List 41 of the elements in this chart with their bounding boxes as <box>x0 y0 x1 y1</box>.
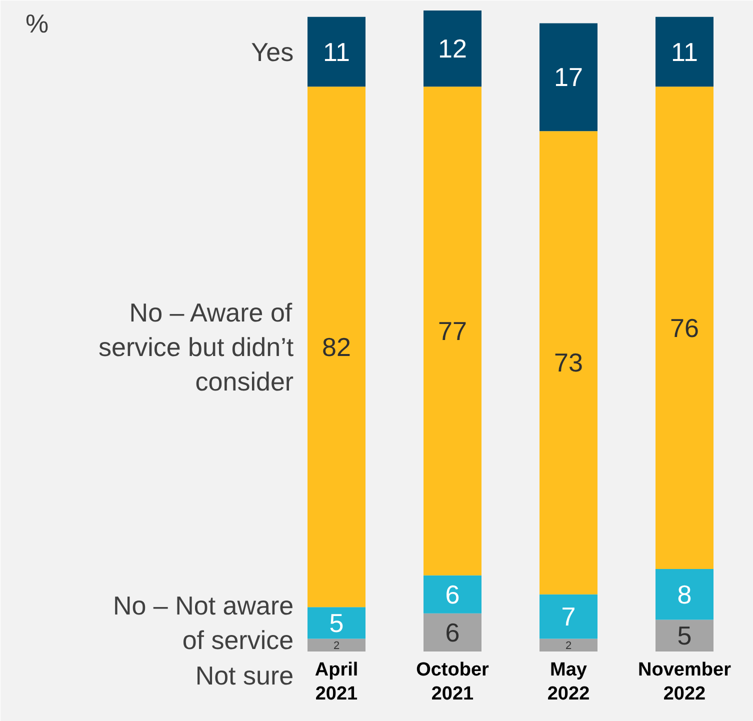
bar <box>424 86 482 576</box>
x-tick-label: April 2021 <box>314 660 358 705</box>
bar <box>656 16 714 87</box>
series-label: Not sure <box>195 660 294 690</box>
bar <box>540 594 598 639</box>
bar <box>308 16 366 87</box>
data-label: 11 <box>323 36 350 67</box>
data-label: 76 <box>670 312 699 343</box>
data-label: 77 <box>438 316 467 346</box>
series-label: Yes <box>251 36 294 67</box>
bar <box>308 638 366 652</box>
data-label: 2 <box>565 640 572 652</box>
data-label: 6 <box>445 617 460 648</box>
data-label: 11 <box>671 36 698 67</box>
bar <box>540 23 598 132</box>
bar <box>540 131 598 594</box>
x-tick-label: May 2022 <box>547 660 590 705</box>
data-label: 5 <box>677 620 692 651</box>
x-tick-label: November 2022 <box>638 660 732 705</box>
bar <box>424 10 482 87</box>
bar <box>424 575 482 614</box>
x-tick-label: October 2021 <box>416 660 490 705</box>
bar <box>656 620 714 652</box>
bar <box>656 86 714 569</box>
bar <box>540 638 598 652</box>
text: % <box>26 8 49 38</box>
series-label: No – Aware of service but didn’t consider <box>98 297 294 396</box>
data-label: 2 <box>333 640 340 652</box>
bar <box>656 568 714 620</box>
data-label: 7 <box>561 602 576 632</box>
data-label: 17 <box>554 62 583 92</box>
data-label: 82 <box>322 332 351 362</box>
bar <box>308 86 366 608</box>
data-label: 73 <box>554 348 583 378</box>
data-label: 8 <box>677 579 692 610</box>
bar <box>424 613 482 652</box>
data-label: 6 <box>445 579 460 610</box>
data-label: 5 <box>329 608 344 638</box>
data-label: 12 <box>438 34 467 64</box>
bar <box>308 607 366 639</box>
series-label: No – Not aware of service <box>112 590 294 656</box>
